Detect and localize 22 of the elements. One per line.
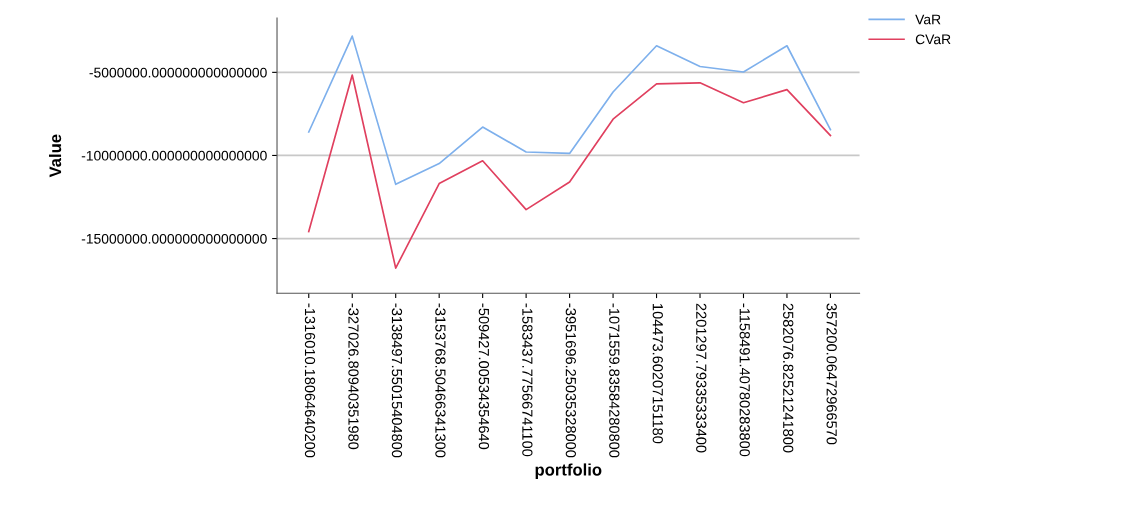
line-series <box>307 74 832 269</box>
x-tick-label: -327026.80940351980 <box>348 303 359 450</box>
x-tick-label: 357200.06472966570 <box>826 303 837 445</box>
legend-label: CVaR <box>915 34 951 45</box>
x-tick-label: -1071559.83584280800 <box>609 303 620 458</box>
x-tick-label: -1583437.77566741100 <box>522 303 533 457</box>
x-tick-label: -3153768.50466341300 <box>435 303 446 458</box>
y-tick-label: -5000000.000000000000000 <box>89 67 267 78</box>
x-axis-title: portfolio <box>535 463 602 479</box>
x-tick-label: 104473.60207151180 <box>652 304 663 444</box>
x-tick-label: 2201297.79335333400 <box>696 303 707 453</box>
x-tick-label: -3138497.55015404800 <box>391 303 403 458</box>
x-tick-label: -509427.00534354640 <box>478 303 490 450</box>
y-tick-label: -15000000.000000000000000 <box>81 233 267 244</box>
x-tick-label: 2582076.82521241800 <box>783 303 794 453</box>
x-tick-label: -1158491.40780283800 <box>739 303 750 457</box>
legend-label: VaR <box>915 14 941 25</box>
x-tick-label: -3951696.25035328000 <box>565 303 577 458</box>
y-tick-label: -10000000.000000000000000 <box>81 150 267 161</box>
y-axis-title: Value <box>48 134 62 178</box>
line-series <box>307 35 832 186</box>
x-tick-label: -1316010.18064640200 <box>304 303 316 458</box>
